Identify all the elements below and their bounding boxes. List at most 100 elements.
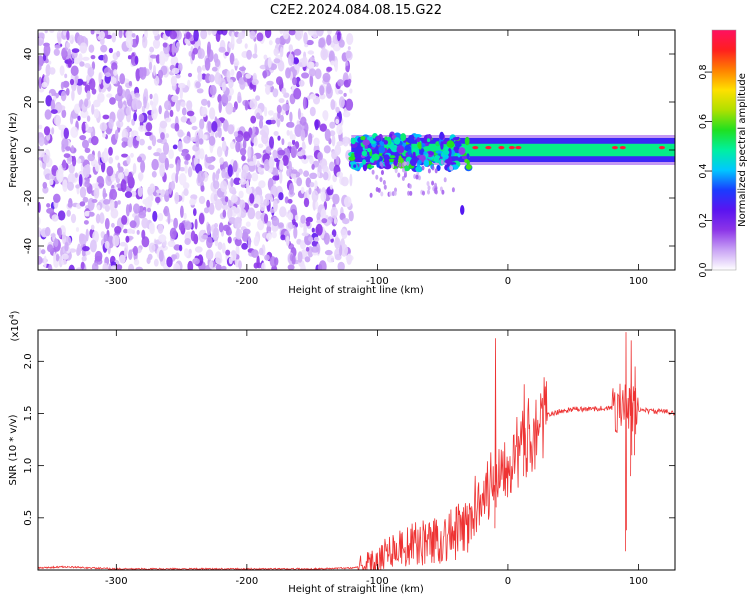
noise-cell [84, 147, 91, 153]
noise-cell [279, 30, 284, 35]
signal-peak-cell [485, 146, 492, 150]
noise-cell [315, 223, 323, 236]
noise-cell [313, 236, 320, 242]
noise-cell [87, 153, 95, 162]
noise-cell [277, 222, 284, 229]
signal-drift-cell [401, 176, 405, 181]
noise-cell [82, 196, 89, 203]
noise-cell [337, 79, 344, 87]
noise-cell [309, 172, 318, 179]
noise-cell [137, 156, 142, 163]
noise-cell [267, 56, 272, 69]
noise-cell [216, 146, 223, 158]
signal-turbulence-cell [400, 133, 407, 142]
noise-cell [98, 183, 104, 188]
noise-cell [194, 218, 198, 230]
noise-cell [38, 255, 43, 265]
noise-cell [280, 234, 286, 241]
signal-drift-cell [382, 180, 386, 185]
noise-cell [221, 203, 229, 211]
colorbar-tick-label: 0.6 [698, 114, 709, 129]
noise-cell [326, 66, 333, 72]
noise-cell [38, 64, 42, 71]
noise-cell [314, 119, 319, 131]
noise-cell [178, 244, 183, 252]
signal-turbulence-cell [362, 159, 367, 165]
signal-turbulence-cell [446, 140, 455, 148]
noise-cell [132, 245, 138, 256]
noise-cell [55, 115, 61, 127]
noise-cell [164, 100, 172, 111]
noise-cell [349, 173, 353, 187]
noise-cell [246, 179, 250, 192]
noise-cell [178, 222, 185, 232]
noise-cell [138, 113, 145, 123]
noise-cell [265, 119, 273, 125]
noise-cell [177, 140, 183, 152]
noise-cell [79, 186, 87, 198]
noise-cell [58, 124, 67, 131]
noise-cell [180, 116, 188, 123]
noise-cell [61, 138, 69, 149]
noise-cell [298, 79, 305, 87]
noise-cell [51, 214, 59, 222]
noise-cell [258, 180, 266, 189]
noise-cell [147, 145, 152, 150]
noise-cell [78, 174, 83, 187]
noise-cell [336, 171, 344, 178]
noise-cell [115, 119, 124, 128]
noise-cell [61, 253, 69, 260]
noise-cell [70, 126, 79, 138]
noise-cell [263, 198, 270, 206]
noise-cell [183, 135, 191, 144]
noise-cell [316, 30, 324, 37]
noise-cell [273, 48, 279, 56]
noise-cell [215, 264, 222, 270]
noise-cell [181, 151, 187, 157]
noise-cell [317, 263, 323, 270]
noise-cell [329, 184, 333, 190]
noise-cell [232, 160, 238, 173]
noise-cell [116, 108, 125, 122]
noise-cell [314, 180, 318, 191]
noise-cell [228, 257, 233, 265]
noise-cell [38, 148, 45, 158]
noise-cell [149, 54, 158, 59]
noise-cell [198, 212, 205, 225]
noise-cell [66, 209, 71, 217]
noise-cell [188, 50, 193, 57]
noise-cell [207, 121, 213, 134]
noise-cell [74, 172, 78, 178]
noise-cell [201, 98, 208, 106]
noise-cell [102, 133, 106, 138]
noise-cell [228, 79, 234, 89]
noise-cell [102, 262, 109, 270]
noise-cell [146, 256, 151, 265]
noise-cell [133, 258, 140, 266]
noise-cell [105, 72, 111, 77]
noise-cell [61, 159, 67, 169]
noise-cell [134, 55, 139, 65]
noise-cell [123, 228, 128, 234]
noise-cell [322, 72, 331, 83]
noise-cell [207, 100, 211, 108]
noise-cell [299, 240, 307, 250]
noise-cell [318, 42, 323, 48]
noise-cell [253, 136, 258, 147]
colorbar-tick-label: 0.8 [698, 65, 709, 80]
noise-cell [297, 108, 301, 120]
noise-cell [319, 123, 327, 132]
noise-cell [197, 174, 201, 184]
noise-cell [201, 106, 208, 118]
noise-cell [245, 73, 252, 79]
noise-cell [70, 65, 79, 77]
noise-cell [285, 235, 290, 247]
noise-cell [332, 193, 340, 205]
noise-cell [148, 242, 156, 253]
signal-drift-cell [398, 162, 402, 168]
noise-cell [151, 158, 159, 171]
noise-cell [151, 171, 157, 178]
noise-cell [342, 111, 351, 118]
signal-drift-cell [381, 170, 384, 175]
snr-y-multiplier: (x104) [8, 310, 21, 341]
